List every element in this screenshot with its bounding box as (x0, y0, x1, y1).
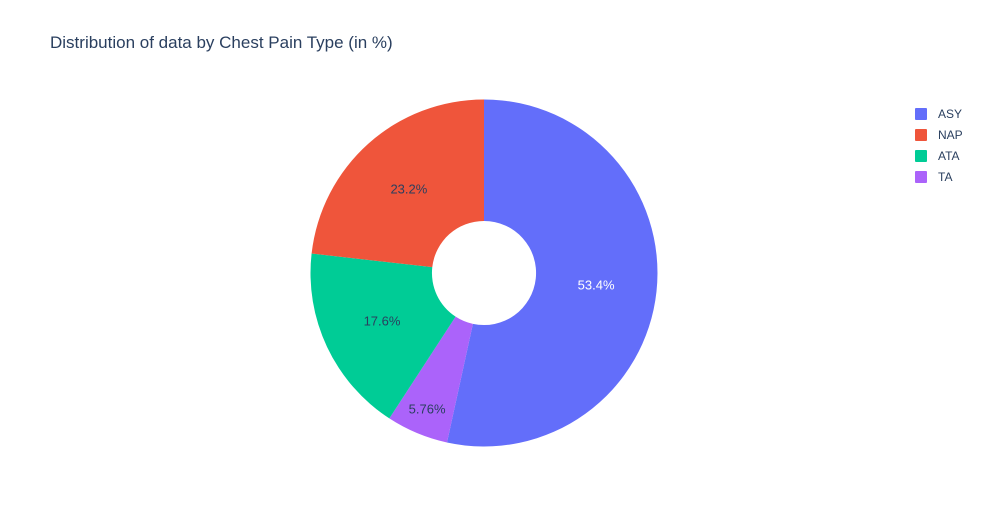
pie-slice-label-ata: 17.6% (364, 314, 401, 329)
legend-swatch-asy (915, 107, 927, 120)
legend-swatch-ta (915, 170, 927, 183)
legend-label: TA (938, 169, 953, 184)
pie-slice-label-asy: 53.4% (578, 278, 615, 293)
pie-slice-ta[interactable] (389, 316, 473, 443)
legend-label: NAP (938, 127, 963, 142)
legend-item-nap[interactable]: NAP (915, 124, 963, 145)
legend-item-ata[interactable]: ATA (915, 145, 963, 166)
legend: ASY NAP ATA TA (915, 103, 963, 187)
pie-slice-nap[interactable] (311, 99, 484, 268)
legend-label: ATA (938, 148, 960, 163)
pie-slice-ata[interactable] (310, 253, 456, 419)
pie-slice-label-nap: 23.2% (390, 181, 427, 196)
chart-title: Distribution of data by Chest Pain Type … (50, 33, 393, 52)
legend-item-asy[interactable]: ASY (915, 103, 963, 124)
legend-swatch-ata (915, 149, 927, 162)
pie-slice-asy[interactable] (446, 99, 658, 447)
legend-label: ASY (938, 106, 963, 121)
legend-item-ta[interactable]: TA (915, 166, 963, 187)
legend-swatch-nap (915, 128, 927, 141)
pie-slice-label-ta: 5.76% (409, 402, 446, 417)
